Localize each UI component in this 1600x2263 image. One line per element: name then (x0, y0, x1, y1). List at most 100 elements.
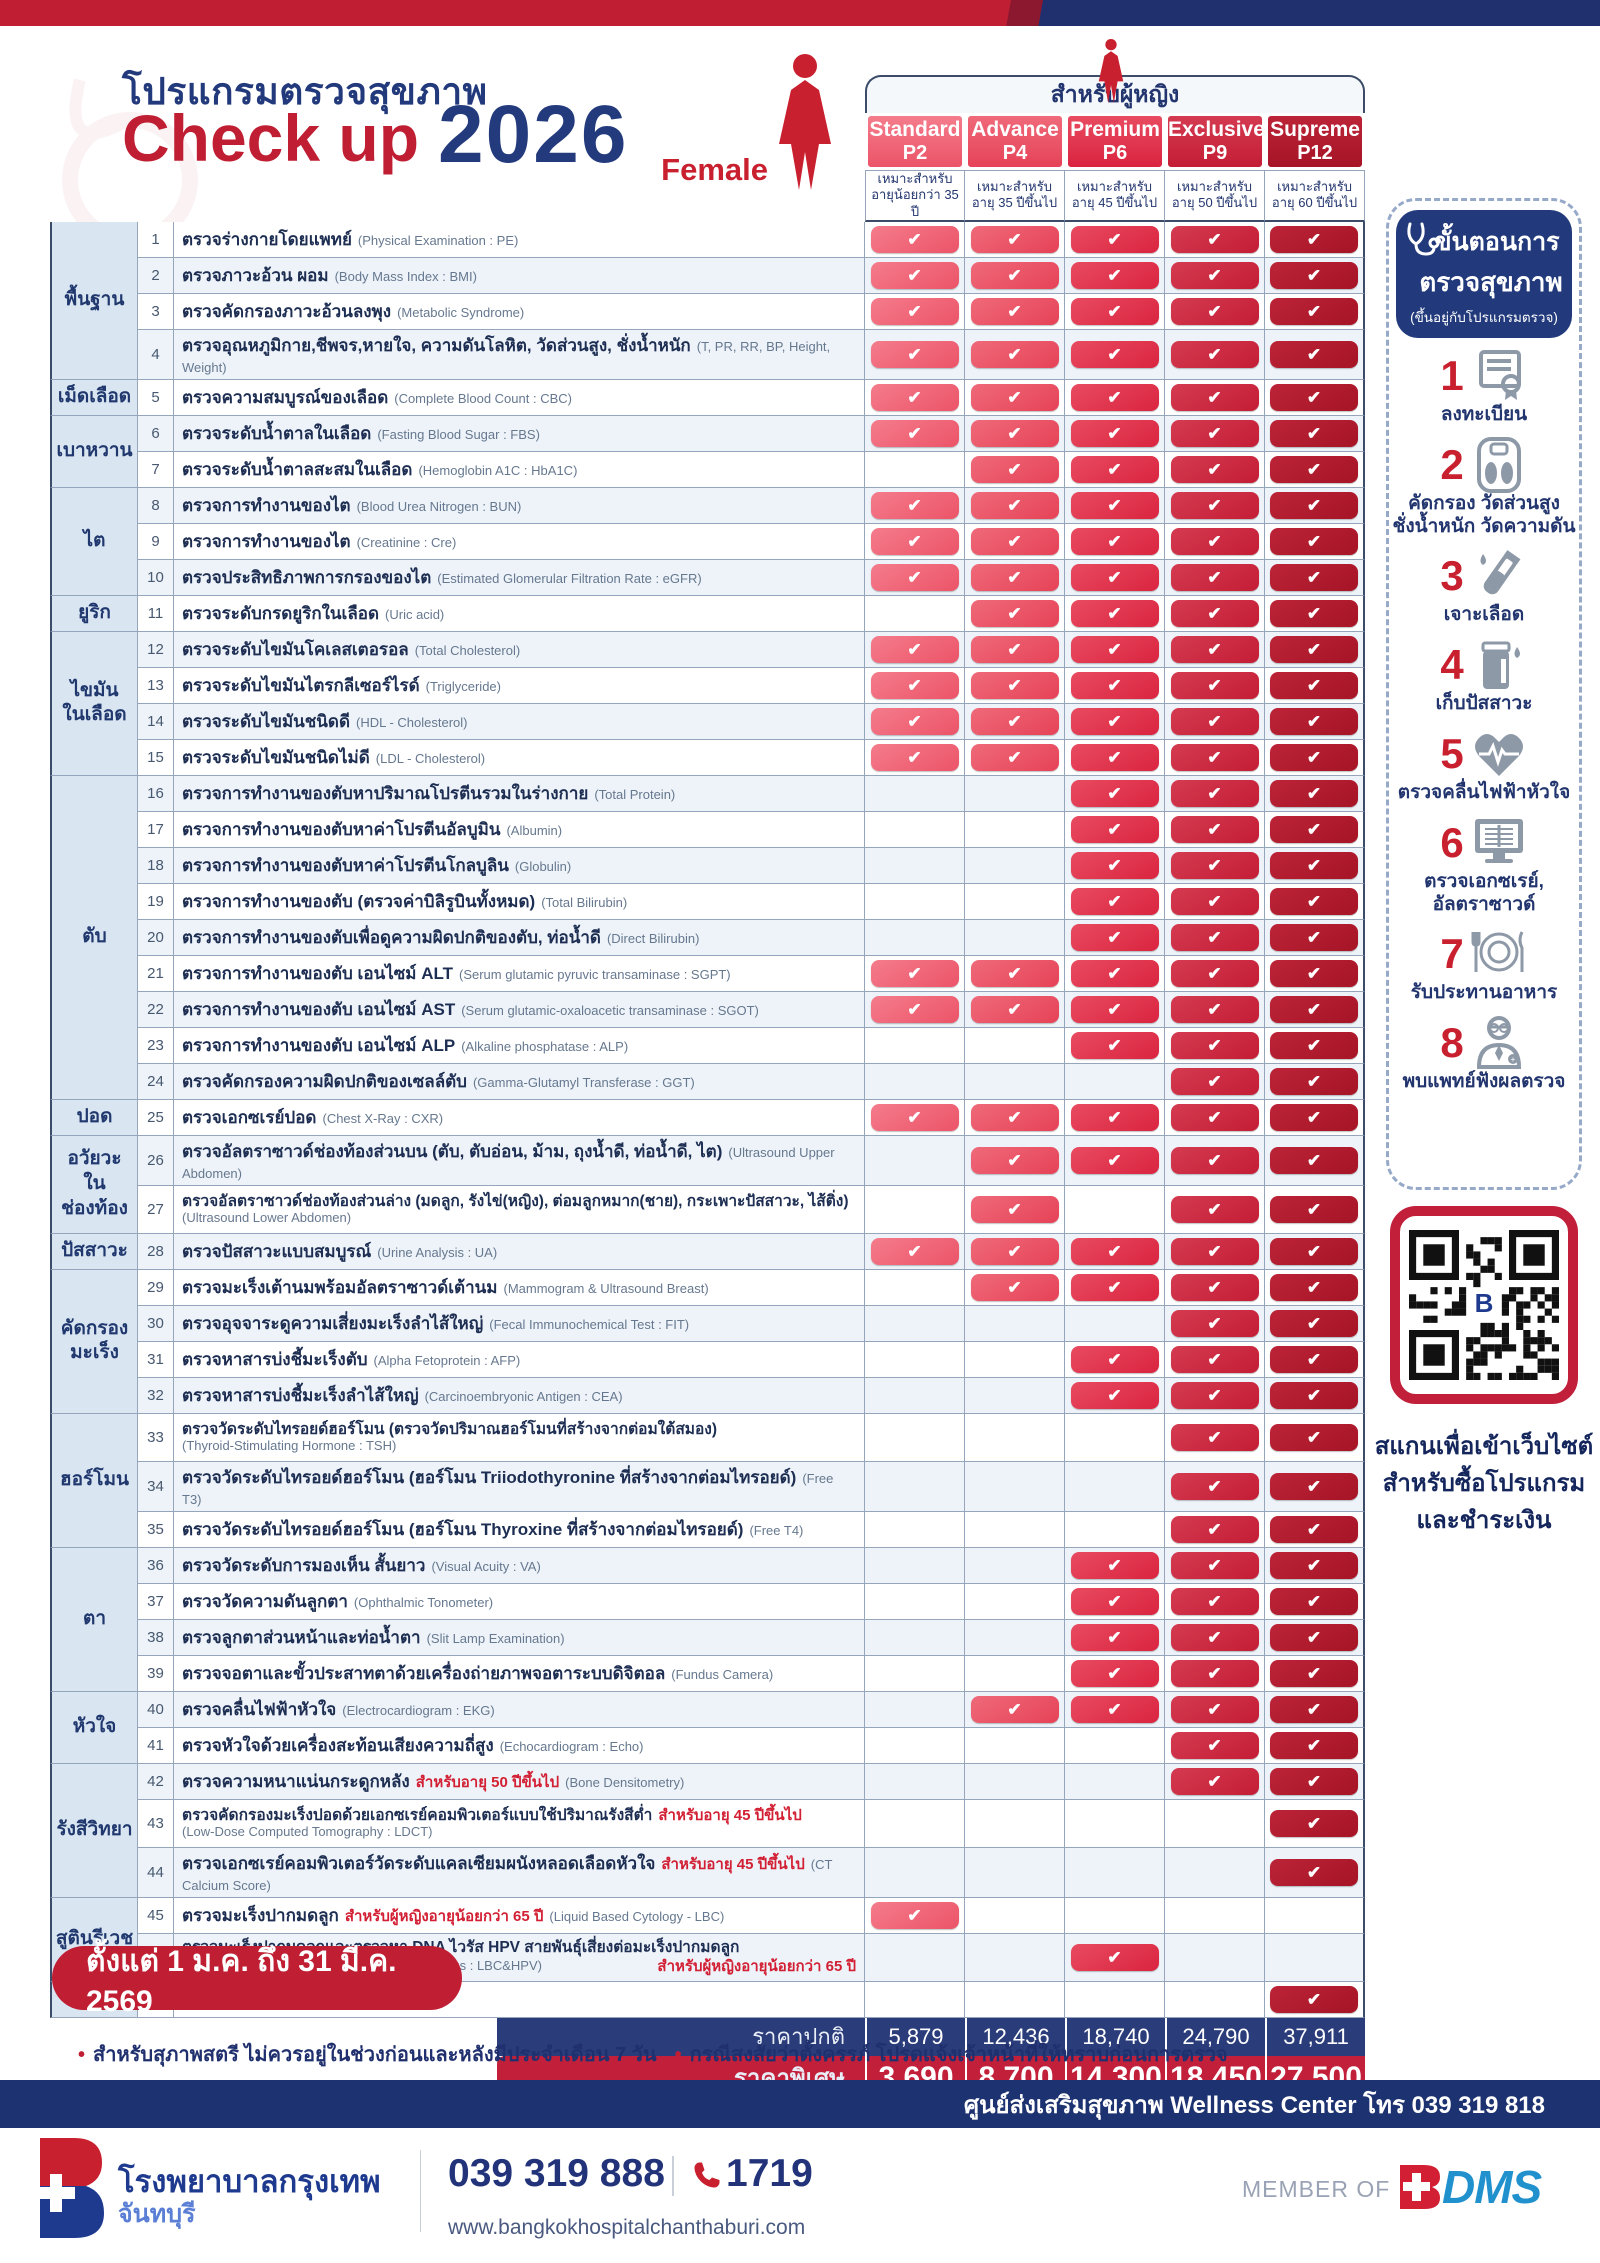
check-cell-p4 (965, 1377, 1065, 1414)
checkmark-icon: ✔ (1070, 1695, 1159, 1723)
checkmark-icon: ✔ (1170, 1031, 1259, 1059)
test-name-thai: ตรวจวัดระดับไทรอยด์ฮอร์โมน (ตรวจวัดปริมา… (182, 1420, 718, 1438)
test-name-english: (Ophthalmic Tonometer) (353, 1594, 494, 1610)
row-number: 45 (138, 1897, 174, 1934)
check-cell-p12: ✔ (1265, 1691, 1366, 1728)
test-name-english: (Creatinine : Cre) (356, 534, 457, 550)
check-cell-p9: ✔ (1165, 1063, 1265, 1100)
age-note: สำหรับอายุ 45 ปีขึ้นไป (658, 1806, 802, 1824)
row-number: 16 (138, 775, 174, 812)
test-name-english: (Serum glutamic-oxaloacetic transaminase… (461, 1002, 759, 1018)
check-cell-p6: ✔ (1065, 379, 1165, 416)
test-name-thai: ตรวจระดับไขมันชนิดดี (182, 711, 351, 731)
check-cell-p6: ✔ (1065, 919, 1165, 956)
package-code: P2 (902, 142, 928, 164)
test-name-thai: ตรวจอัลตราซาวด์ช่องท้องส่วนล่าง (มดลูก, … (182, 1192, 849, 1210)
check-cell-p9: ✔ (1165, 379, 1265, 416)
check-cell-p6: ✔ (1065, 1691, 1165, 1728)
checkmark-icon: ✔ (1270, 1809, 1359, 1837)
checkmark-icon: ✔ (1070, 340, 1159, 368)
check-cell-p2 (865, 595, 965, 632)
bdms-text: DMS (1442, 2161, 1542, 2213)
table-row: 21 ตรวจการทำงานของตับ เอนไซม์ ALT (Serum g… (50, 955, 1366, 992)
check-cell-p12: ✔ (1265, 487, 1366, 524)
test-name-english: (Slit Lamp Examination) (426, 1630, 565, 1646)
disclaimer-text: สำหรับสุภาพสตรี ไม่ควรอยู่ในช่วงก่อนและห… (93, 2044, 657, 2066)
check-cell-p6: ✔ (1065, 739, 1165, 776)
test-name-cell: ตรวจการทำงานของไต (Creatinine : Cre) (174, 523, 865, 560)
check-cell-p4: ✔ (965, 523, 1065, 560)
check-cell-p2 (865, 1413, 965, 1462)
checkmark-icon: ✔ (870, 707, 959, 735)
check-cell-p9: ✔ (1165, 451, 1265, 488)
check-cell-p12: ✔ (1265, 523, 1366, 560)
test-name-cell: ตรวจระดับน้ำตาลสะสมในเลือด (Hemoglobin A1… (174, 451, 865, 488)
row-number: 24 (138, 1063, 174, 1100)
check-cell-p4 (965, 1413, 1065, 1462)
check-cell-p2 (865, 1691, 965, 1728)
test-name-english: (Ultrasound Upper Abdomen) (182, 1144, 835, 1181)
svg-text:+: + (1510, 1055, 1515, 1064)
checkmark-icon: ✔ (970, 1695, 1059, 1723)
checkmark-icon: ✔ (1270, 297, 1359, 325)
table-row: อวัยวะ ใน ช่องท้อง 26 ตรวจอัลตราซาวด์ช่องท… (50, 1135, 1366, 1234)
test-name-thai: ตรวจวัดระดับการมองเห็น สั้นยาว (182, 1555, 426, 1575)
package-header-p12: Supreme P12 (1265, 113, 1366, 170)
package-code: P12 (1297, 142, 1333, 164)
package-name: Premium (1070, 118, 1160, 141)
step-label: รับประทานอาหาร (1410, 982, 1558, 1004)
test-name-english: (Fasting Blood Sugar : FBS) (377, 426, 540, 442)
test-name-english: (Mammogram & Ultrasound Breast) (503, 1280, 709, 1296)
check-cell-p9: ✔ (1165, 595, 1265, 632)
check-cell-p6: ✔ (1065, 523, 1165, 560)
check-cell-p9: ✔ (1165, 991, 1265, 1028)
checkmark-icon: ✔ (1270, 383, 1359, 411)
check-cell-p12: ✔ (1265, 1099, 1366, 1136)
check-cell-p2: ✔ (865, 1233, 965, 1270)
check-cell-p12 (1265, 1897, 1366, 1934)
test-name-english: (Globulin) (514, 858, 572, 874)
table-row: ปอด 25 ตรวจเอกซเรย์ปอด (Chest X-Ray : CXR) ✔… (50, 1099, 1366, 1136)
row-number: 11 (138, 595, 174, 632)
check-cell-p2: ✔ (865, 631, 965, 668)
checkmark-icon: ✔ (970, 383, 1059, 411)
category-cell: ตา (50, 1547, 138, 1692)
step-label: คัดกรอง วัดส่วนสูง ชั่งน้ำหนัก วัดความดั… (1392, 492, 1576, 537)
check-cell-p6: ✔ (1065, 667, 1165, 704)
check-cell-p9: ✔ (1165, 257, 1265, 294)
table-row: 35 ตรวจวัดระดับไทรอยด์ฮอร์โมน (ฮอร์โมน Th… (50, 1511, 1366, 1548)
row-number: 39 (138, 1655, 174, 1692)
checkmark-icon: ✔ (970, 261, 1059, 289)
check-cell-p2 (865, 1655, 965, 1692)
package-header-p4: Advance P4 (965, 113, 1065, 170)
test-name-thai: ตรวจวัดระดับไทรอยด์ฮอร์โมน (ฮอร์โมน Thyr… (182, 1519, 744, 1539)
check-cell-p6 (1065, 1799, 1165, 1848)
checkmark-icon: ✔ (1270, 815, 1359, 843)
test-name-thai: ตรวจเอกซเรย์คอมพิวเตอร์วัดระดับแคลเซียมผ… (182, 1853, 656, 1873)
checkmark-icon: ✔ (1170, 851, 1259, 879)
category-cell: ไต (50, 487, 138, 596)
checkmark-icon: ✔ (970, 297, 1059, 325)
check-cell-p2: ✔ (865, 1897, 965, 1934)
test-name-thai: ตรวจระดับไขมันไตรกลีเซอร์ไรด์ (182, 675, 420, 695)
test-name-english: (Visual Acuity : VA) (431, 1558, 541, 1574)
checkmark-icon: ✔ (970, 743, 1059, 771)
package-header-p9: Exclusive P9 (1165, 113, 1265, 170)
test-name-cell: ตรวจวัดระดับไทรอยด์ฮอร์โมน (ตรวจวัดปริมา… (174, 1413, 865, 1462)
test-name-english: (Liquid Based Cytology - LBC) (549, 1908, 725, 1924)
checkmark-icon: ✔ (1170, 1067, 1259, 1095)
table-row: 20 ตรวจการทำงานของตับเพื่อดูความผิดปกติขอ… (50, 919, 1366, 956)
check-cell-p2: ✔ (865, 379, 965, 416)
category-cell: เม็ดเลือด (50, 379, 138, 416)
checkmark-icon: ✔ (1070, 1659, 1159, 1687)
phone-number: 039 319 888 (448, 2152, 665, 2195)
checkmark-icon: ✔ (1170, 455, 1259, 483)
check-cell-p4 (965, 1655, 1065, 1692)
checkmark-icon: ✔ (870, 527, 959, 555)
test-name-thai: ตรวจอัลตราซาวด์ช่องท้องส่วนบน (ตับ, ตับอ… (182, 1141, 723, 1161)
checkmark-icon: ✔ (1070, 491, 1159, 519)
check-cell-p6 (1065, 1305, 1165, 1342)
test-name-english: (Urine Analysis : UA) (377, 1244, 498, 1260)
step-number: 6 (1440, 818, 1464, 866)
check-cell-p12: ✔ (1265, 1377, 1366, 1414)
